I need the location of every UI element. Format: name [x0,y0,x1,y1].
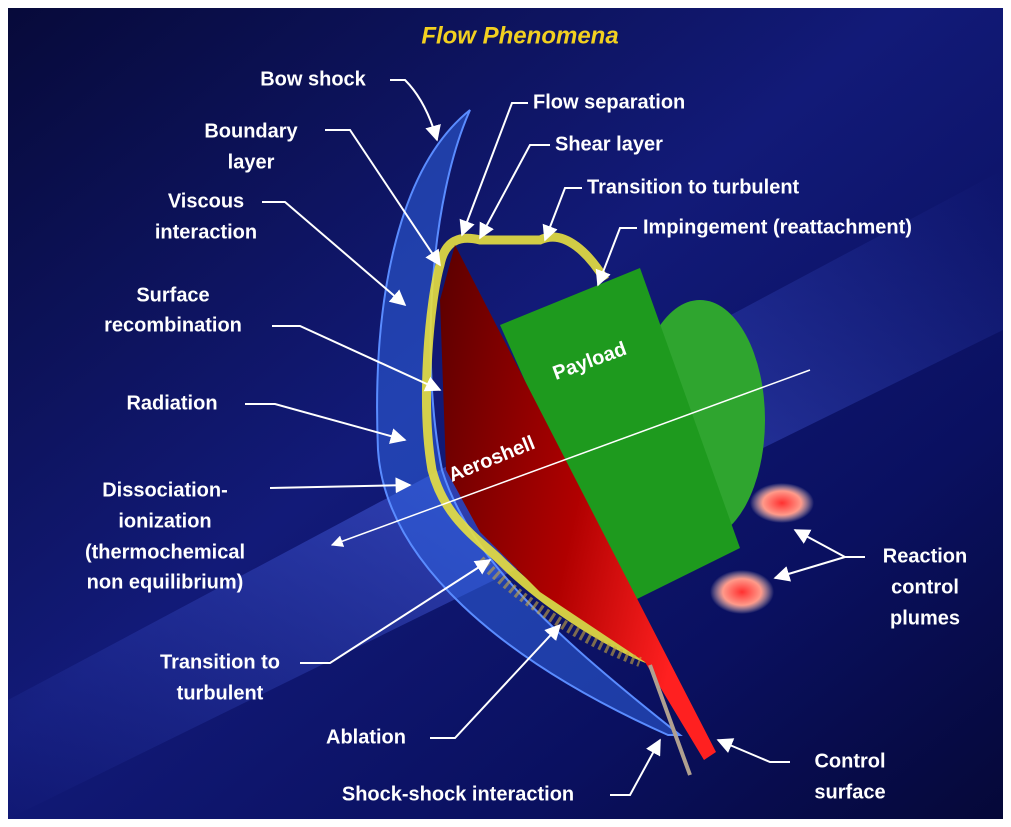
payload-body [500,268,740,605]
label: interaction [155,221,257,243]
label: control [891,576,959,598]
label: (thermochemical [85,541,245,563]
label: Flow separation [533,91,685,113]
plume [750,483,814,523]
label: Viscous [168,190,244,212]
label: Control [814,750,885,772]
label: recombination [104,314,242,336]
label: ionization [118,510,211,532]
label: Shear layer [555,133,663,155]
label: Ablation [326,726,406,748]
label: Radiation [126,392,217,414]
shock-shock [648,664,692,776]
label: Surface [136,284,209,306]
label: Boundary [204,120,298,142]
plume [710,570,774,614]
arrows [245,79,865,796]
ablation-region [476,556,642,667]
label: Shock-shock interaction [342,783,574,805]
label: Dissociation- [102,479,228,501]
label: plumes [890,607,960,629]
label: non equilibrium) [87,571,244,593]
label: Impingement (reattachment) [643,216,912,238]
label: Bow shock [260,68,366,90]
label: Transition to [160,651,280,673]
aeroshell [440,245,716,760]
label: Reaction [883,545,967,567]
label: Transition to turbulent [587,176,800,198]
label: turbulent [177,682,264,704]
title: Flow Phenomena [421,22,618,49]
boundary-layer [422,232,652,665]
label: layer [228,151,275,173]
axis-line [330,369,811,547]
label: surface [814,781,885,803]
